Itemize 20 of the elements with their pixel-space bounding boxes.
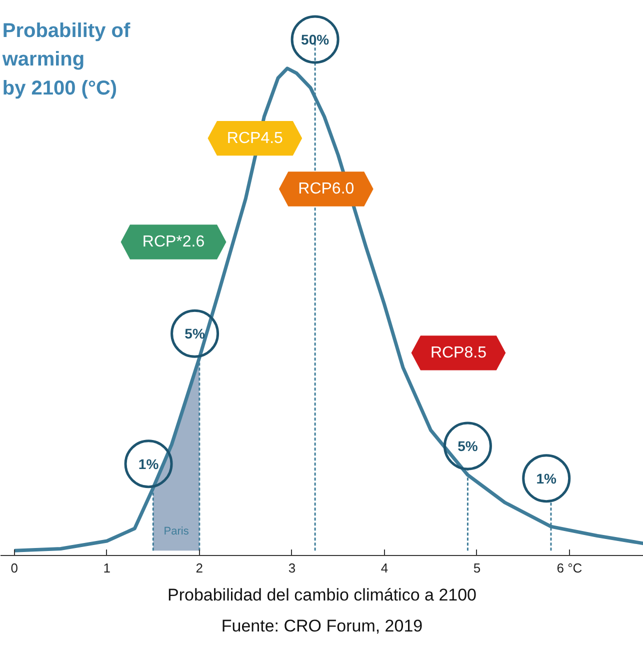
chart-title: Probability of warming by 2100 (°C) xyxy=(1,20,130,100)
annotation: Paris xyxy=(164,525,190,538)
annotation: 50% xyxy=(301,31,330,48)
text: Probabilidad del cambio climático a 2100 xyxy=(167,586,477,604)
annotation: RCP6.0 xyxy=(298,180,354,198)
annotation: RCP8.5 xyxy=(430,344,487,362)
source-note: Fuente: CRO Forum, 2019 xyxy=(221,616,423,636)
x-tick-label: 4 xyxy=(380,560,388,576)
x-tick-label: 1 xyxy=(103,560,111,576)
annotation: 5% xyxy=(458,438,478,454)
x-tick-label: 5 xyxy=(473,560,481,576)
annotation: 1% xyxy=(536,470,558,486)
x-tick-label: 6 °C xyxy=(556,560,582,576)
x-tick-label: 3 xyxy=(288,560,296,576)
x-tick-label: 2 xyxy=(196,560,204,576)
annotation: 5% xyxy=(184,326,206,342)
annotation: 1% xyxy=(138,456,160,472)
annotation: RCP*2.6 xyxy=(142,234,205,251)
annotation: RCP4.5 xyxy=(226,130,284,147)
x-tick-label: 0 xyxy=(10,560,18,576)
